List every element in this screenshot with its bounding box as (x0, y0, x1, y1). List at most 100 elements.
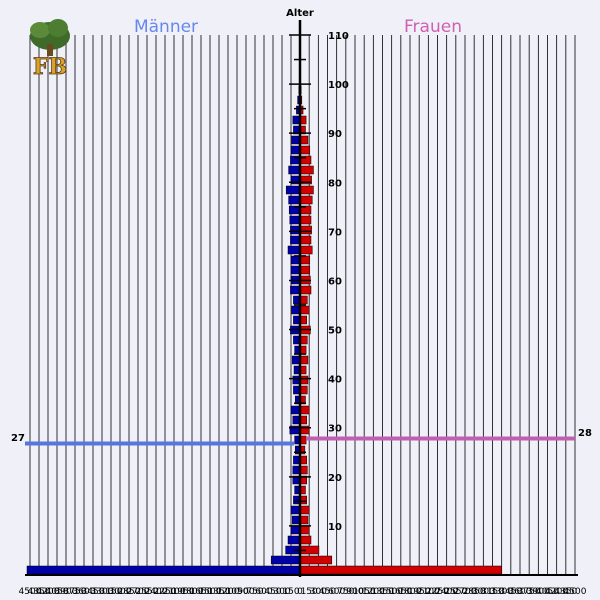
x-tick-label-right: 3000 (472, 587, 495, 597)
x-tick-label-left: 2700 (127, 587, 150, 597)
x-tick-label-right: 4350 (554, 587, 577, 597)
bar-female (299, 235, 312, 245)
x-tick-label-left: 4050 (46, 587, 69, 597)
x-tick-label-left: 1650 (190, 587, 213, 597)
x-tick-label-left: 1050 (226, 587, 249, 597)
x-tick-label-right: 750 (337, 587, 354, 597)
x-tick-label-right: 2100 (417, 587, 440, 597)
x-tick-label-right: 3900 (527, 587, 550, 597)
age-tick-label: 40 (328, 375, 342, 386)
x-tick-label-left: 750 (246, 587, 263, 597)
mean-age-men-label: 27 (11, 433, 25, 444)
age-tick-label: 30 (328, 424, 342, 435)
x-tick-label-left: 0 (297, 587, 303, 597)
x-tick-label-right: 4500 (564, 587, 587, 597)
x-tick-label-left: 2250 (154, 587, 177, 597)
x-tick-label-left: 3150 (100, 587, 123, 597)
age-tick-label: 90 (328, 129, 342, 140)
bar-female (299, 525, 310, 535)
bar-male (285, 185, 301, 195)
bar-male (291, 135, 301, 145)
x-tick-label-left: 300 (273, 587, 290, 597)
bar-female (299, 505, 310, 515)
title-women: Frauen (404, 17, 462, 37)
x-tick-label-right: 4050 (536, 587, 559, 597)
bar-male (288, 195, 301, 205)
x-tick-label-right: 2400 (435, 587, 458, 597)
bar-male (270, 555, 301, 565)
x-tick-label-right: 1350 (371, 587, 394, 597)
x-tick-label-left: 450 (264, 587, 281, 597)
x-tick-label-right: 1200 (362, 587, 385, 597)
x-tick-label-right: 1800 (399, 587, 422, 597)
bar-male (288, 165, 301, 175)
x-tick-label-left: 3600 (73, 587, 96, 597)
vertical-grid (29, 35, 576, 575)
x-tick-label-left: 2400 (145, 587, 168, 597)
axis-title-age: Alter (286, 8, 314, 19)
x-tick-label-left: 2550 (136, 587, 159, 597)
x-tick-label-left: 1800 (181, 587, 204, 597)
bar-male (290, 285, 301, 295)
bar-male (291, 305, 301, 315)
x-tick-label-right: 2550 (444, 587, 467, 597)
x-tick-label-right: 1050 (353, 587, 376, 597)
x-tick-label-left: 3000 (109, 587, 132, 597)
age-tick-label: 100 (328, 80, 349, 91)
x-tick-label-right: 3300 (490, 587, 513, 597)
bar-female (299, 405, 310, 415)
x-tick-label-right: 3450 (499, 587, 522, 597)
x-tick-label-left: 900 (237, 587, 254, 597)
bar-female (299, 195, 313, 205)
x-tick-label-left: 3900 (55, 587, 78, 597)
x-tick-label-right: 450 (319, 587, 336, 597)
x-tick-label-right: 1500 (380, 587, 403, 597)
x-tick-label-left: 4200 (37, 587, 60, 597)
mean-age-lines (25, 436, 575, 446)
x-tick-label-right: 3150 (481, 587, 504, 597)
x-tick-label-left: 3450 (82, 587, 105, 597)
title-men: Männer (134, 17, 198, 37)
bar-male (287, 535, 301, 545)
bar-female (299, 535, 312, 545)
age-tick-label: 80 (328, 178, 342, 189)
x-tick-label-left: 600 (255, 587, 272, 597)
x-tick-label-right: 150 (301, 587, 318, 597)
age-tick-label: 70 (328, 227, 342, 238)
bar-male (290, 405, 301, 415)
bar-female (299, 225, 312, 235)
bar-male (290, 265, 301, 275)
bar-male (290, 255, 301, 265)
logo-emblem: FB (30, 19, 70, 80)
svg-text:FB: FB (33, 54, 67, 80)
x-tick-label-right: 300 (310, 587, 327, 597)
x-tick-label-left: 1950 (172, 587, 195, 597)
x-tick-label-left: 2100 (163, 587, 186, 597)
x-tick-label-left: 1500 (199, 587, 222, 597)
bar-female (299, 255, 311, 265)
bar-female (299, 185, 314, 195)
mean-age-women-label: 28 (578, 428, 592, 439)
x-tick-label-left: 3300 (91, 587, 114, 597)
x-tick-label-left: 3750 (64, 587, 87, 597)
x-tick-label-right: 900 (346, 587, 363, 597)
bar-female (299, 305, 310, 315)
x-tick-label-right: 4200 (545, 587, 568, 597)
x-tick-label-right: 2250 (426, 587, 449, 597)
age-tick-label: 110 (328, 31, 349, 42)
age-tick-label: 60 (328, 276, 342, 287)
x-tick-label-left: 1200 (217, 587, 240, 597)
x-tick-label-left: 1350 (208, 587, 231, 597)
age-tick-label: 20 (328, 473, 342, 484)
bar-male (290, 145, 301, 155)
x-tick-label-left: 4500 (19, 587, 42, 597)
bar-female (299, 555, 333, 565)
bar-female (299, 245, 313, 255)
bar-female (299, 265, 311, 275)
bar-female (299, 145, 311, 155)
bar-male (287, 245, 301, 255)
center-age-axis: 10 20 30 40 50 60 70 80 90 100 110 (25, 20, 578, 577)
